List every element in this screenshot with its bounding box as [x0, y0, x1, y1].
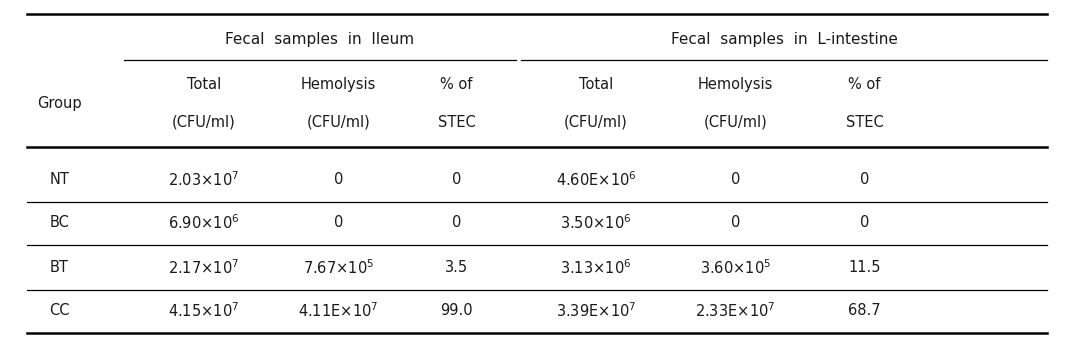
Text: 4.15×10$^7$: 4.15×10$^7$ — [169, 301, 240, 320]
Text: Hemolysis: Hemolysis — [698, 77, 773, 92]
Text: % of: % of — [848, 77, 881, 92]
Text: 6.90×10$^6$: 6.90×10$^6$ — [169, 213, 240, 232]
Text: (CFU/ml): (CFU/ml) — [172, 115, 236, 130]
Text: Hemolysis: Hemolysis — [301, 77, 376, 92]
Text: STEC: STEC — [845, 115, 884, 130]
Text: BC: BC — [49, 215, 69, 230]
Text: Fecal  samples  in  L-intestine: Fecal samples in L-intestine — [670, 32, 898, 47]
Text: 3.60×10$^5$: 3.60×10$^5$ — [700, 258, 771, 277]
Text: (CFU/ml): (CFU/ml) — [564, 115, 628, 130]
Text: 3.13×10$^6$: 3.13×10$^6$ — [561, 258, 632, 277]
Text: 0: 0 — [731, 215, 740, 230]
Text: 2.17×10$^7$: 2.17×10$^7$ — [169, 258, 240, 277]
Text: 99.0: 99.0 — [440, 303, 473, 318]
Text: % of: % of — [440, 77, 473, 92]
Text: 4.11E×10$^7$: 4.11E×10$^7$ — [299, 301, 378, 320]
Text: BT: BT — [49, 260, 69, 275]
Text: 0: 0 — [334, 172, 343, 187]
Text: 3.39E×10$^7$: 3.39E×10$^7$ — [556, 301, 636, 320]
Text: 4.60E×10$^6$: 4.60E×10$^6$ — [555, 170, 637, 189]
Text: 68.7: 68.7 — [848, 303, 881, 318]
Text: 2.33E×10$^7$: 2.33E×10$^7$ — [696, 301, 775, 320]
Text: Fecal  samples  in  Ileum: Fecal samples in Ileum — [224, 32, 415, 47]
Text: 11.5: 11.5 — [848, 260, 881, 275]
Text: (CFU/ml): (CFU/ml) — [703, 115, 768, 130]
Text: Group: Group — [37, 96, 82, 111]
Text: (CFU/ml): (CFU/ml) — [306, 115, 371, 130]
Text: Total: Total — [187, 77, 221, 92]
Text: 3.50×10$^6$: 3.50×10$^6$ — [561, 213, 632, 232]
Text: STEC: STEC — [437, 115, 476, 130]
Text: 2.03×10$^7$: 2.03×10$^7$ — [169, 170, 240, 189]
Text: 0: 0 — [334, 215, 343, 230]
Text: NT: NT — [49, 172, 69, 187]
Text: 3.5: 3.5 — [445, 260, 468, 275]
Text: CC: CC — [48, 303, 70, 318]
Text: 7.67×10$^5$: 7.67×10$^5$ — [303, 258, 374, 277]
Text: 0: 0 — [860, 215, 869, 230]
Text: 0: 0 — [452, 172, 461, 187]
Text: 0: 0 — [731, 172, 740, 187]
Text: 0: 0 — [452, 215, 461, 230]
Text: 0: 0 — [860, 172, 869, 187]
Text: Total: Total — [579, 77, 613, 92]
